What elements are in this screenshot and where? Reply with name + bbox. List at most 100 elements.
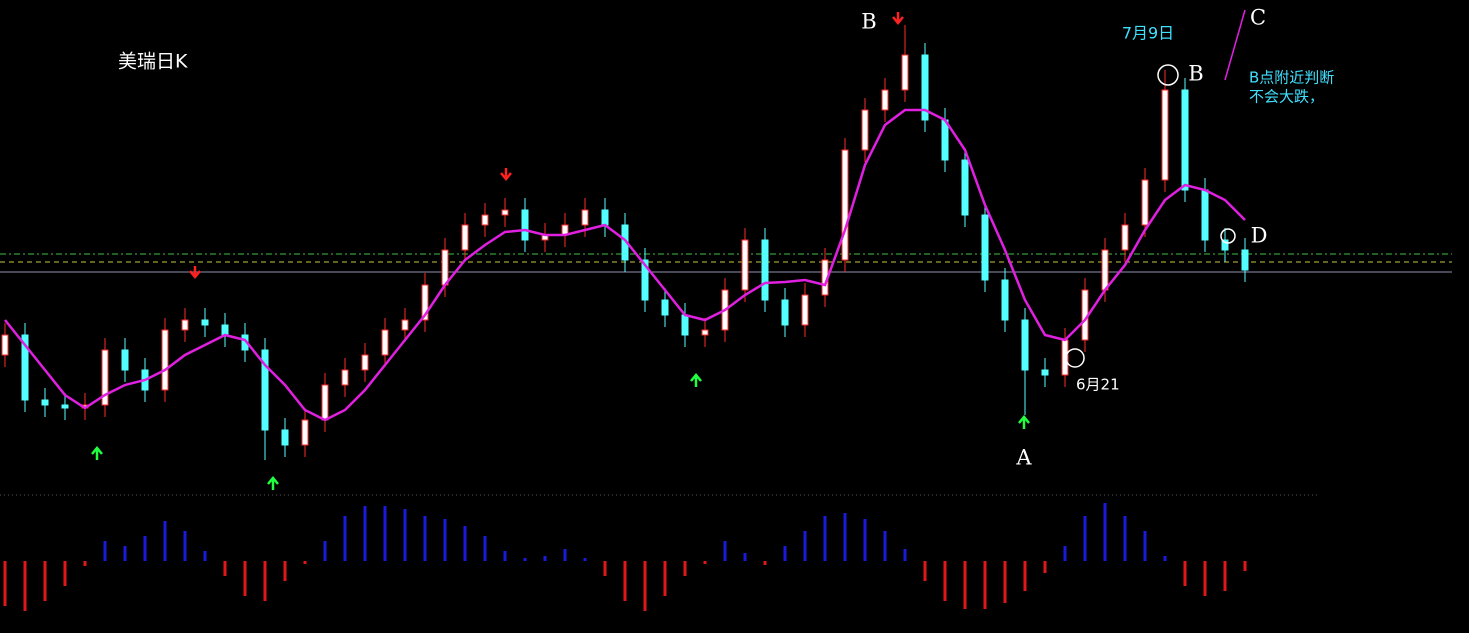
macd-bar (1223, 561, 1227, 591)
candle-body (1121, 224, 1129, 251)
candle-body (181, 319, 189, 331)
candle-body (861, 109, 869, 151)
macd-bar (223, 561, 227, 576)
candle-body (201, 319, 209, 326)
down-arrow (892, 12, 904, 25)
annotation: B点附近判断 (1249, 69, 1334, 87)
candle-body (941, 119, 949, 161)
macd-bar (683, 561, 687, 576)
macd-bar (1143, 531, 1147, 561)
macd-bar (983, 561, 987, 609)
macd-bar (463, 526, 467, 561)
candle-body (661, 299, 669, 316)
macd-bar (963, 561, 967, 609)
candle-body (321, 384, 329, 421)
macd-bar (303, 561, 307, 564)
candle-body (461, 224, 469, 251)
macd-bar (1163, 556, 1167, 561)
annotation: D (1251, 224, 1268, 248)
down-arrow (189, 266, 201, 279)
candle-body (221, 324, 229, 336)
down-arrow (500, 168, 512, 181)
macd-bar (703, 561, 707, 564)
annotation: B (861, 10, 876, 34)
candle-body (741, 239, 749, 291)
macd-bar (423, 516, 427, 561)
candle-body (1241, 249, 1249, 271)
macd-bar (1023, 561, 1027, 591)
candle-body (441, 249, 449, 286)
candle-body (681, 314, 689, 336)
marker-circle (1157, 64, 1179, 86)
macd-bar (923, 561, 927, 581)
candle-body (601, 209, 609, 226)
macd-bar (1003, 561, 1007, 603)
candle-body (381, 329, 389, 356)
macd-bar (343, 516, 347, 561)
macd-bar (283, 561, 287, 581)
candle-body (481, 214, 489, 226)
annotation: 6月21 (1076, 376, 1120, 394)
candle-body (261, 349, 269, 431)
macd-bar (143, 536, 147, 561)
candle-body (641, 259, 649, 301)
macd-bar (323, 541, 327, 561)
macd-bar (43, 561, 47, 601)
marker-circle (1220, 228, 1236, 244)
macd-bar (443, 519, 447, 561)
macd-bar (1103, 503, 1107, 561)
macd-bar (723, 541, 727, 561)
candle-body (581, 209, 589, 226)
candle-body (61, 404, 69, 409)
candle-body (921, 54, 929, 121)
candle-body (701, 329, 709, 336)
candle-body (1201, 189, 1209, 241)
macd-bar (263, 561, 267, 601)
macd-bar (543, 556, 547, 561)
macd-bar (583, 558, 587, 561)
candle-body (961, 159, 969, 216)
macd-bar (103, 541, 107, 561)
annotation: A (1015, 446, 1032, 470)
macd-bar (83, 561, 87, 566)
macd-bar (63, 561, 67, 586)
candle-body (161, 329, 169, 391)
annotation: C (1250, 6, 1266, 30)
macd-bar (203, 551, 207, 561)
macd-bar (623, 561, 627, 601)
macd-bar (743, 553, 747, 561)
macd-bar (783, 546, 787, 561)
macd-bar (803, 531, 807, 561)
candle-body (761, 239, 769, 301)
candle-body (1181, 89, 1189, 191)
candle-body (301, 419, 309, 446)
ma-line (4, 108, 1246, 422)
macd-bar (1203, 561, 1207, 596)
macd-bar (523, 558, 527, 561)
candle-body (341, 369, 349, 386)
candle-body (101, 349, 109, 406)
candle-body (881, 89, 889, 111)
macd-bar (663, 561, 667, 596)
candle-body (1041, 369, 1049, 376)
macd-bar (123, 546, 127, 561)
annotation: B (1188, 62, 1203, 86)
annotation: 不会大跌， (1249, 88, 1324, 106)
marker-circle (1065, 348, 1085, 368)
candle-body (901, 54, 909, 91)
candle-body (1221, 239, 1229, 251)
macd-bar (1063, 546, 1067, 561)
candle-body (521, 209, 529, 241)
candle-body (121, 349, 129, 371)
macd-bar (883, 531, 887, 561)
macd-bar (1083, 516, 1087, 561)
macd-bar (863, 519, 867, 561)
macd-bar (383, 506, 387, 561)
candle-body (281, 429, 289, 446)
macd-bar (1183, 561, 1187, 586)
candle-body (401, 319, 409, 331)
macd-bar (363, 506, 367, 561)
macd-bar (943, 561, 947, 601)
